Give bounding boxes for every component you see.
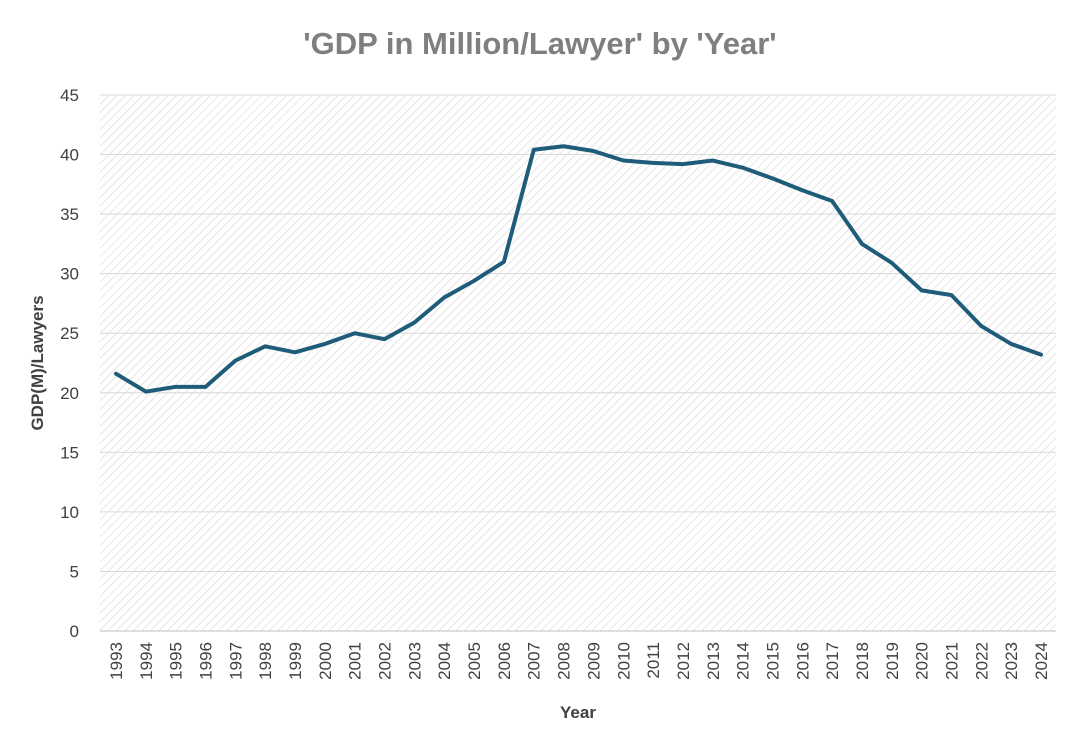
y-tick-label: 30 (60, 265, 79, 284)
x-tick-label: 1997 (226, 642, 245, 680)
data-point-2022 (979, 324, 983, 328)
x-tick-label: 2009 (584, 642, 603, 680)
x-tick-label: 2005 (465, 642, 484, 680)
x-tick-label: 2017 (823, 642, 842, 680)
x-tick-label: 2002 (376, 642, 395, 680)
data-point-1994 (144, 390, 148, 394)
y-tick-label: 20 (60, 384, 79, 403)
data-point-2002 (383, 337, 387, 341)
data-point-2020 (920, 288, 924, 292)
x-tick-label: 2007 (525, 642, 544, 680)
x-tick-label: 2004 (435, 642, 454, 680)
data-point-2008 (562, 144, 566, 148)
x-tick-label: 2012 (674, 642, 693, 680)
series-line-gdp-per-lawyer (114, 144, 1043, 394)
data-point-2021 (949, 293, 953, 297)
data-point-2012 (681, 162, 685, 166)
data-point-2000 (323, 342, 327, 346)
y-tick-label: 15 (60, 443, 79, 462)
data-point-1995 (174, 385, 178, 389)
data-point-2014 (741, 166, 745, 170)
x-tick-label: 1998 (256, 642, 275, 680)
data-point-2018 (860, 242, 864, 246)
x-axis-title: Year (560, 703, 596, 722)
y-tick-label: 35 (60, 205, 79, 224)
x-tick-label: 2003 (405, 642, 424, 680)
x-tick-label: 2000 (316, 642, 335, 680)
data-point-2023 (1009, 342, 1013, 346)
data-point-1997 (233, 359, 237, 363)
data-point-2001 (353, 331, 357, 335)
data-point-2010 (621, 159, 625, 163)
data-point-2009 (591, 149, 595, 153)
data-point-2017 (830, 199, 834, 203)
x-tick-label: 2001 (346, 642, 365, 680)
x-tick-label: 2008 (555, 642, 574, 680)
data-point-2024 (1039, 353, 1043, 357)
y-tick-label: 25 (60, 324, 79, 343)
x-tick-label: 2018 (853, 642, 872, 680)
data-point-2016 (800, 188, 804, 192)
data-point-2011 (651, 161, 655, 165)
y-tick-label: 5 (70, 562, 79, 581)
gridlines (100, 94, 1056, 572)
x-tick-label: 2020 (913, 642, 932, 680)
x-tick-label: 2024 (1032, 642, 1051, 680)
y-tick-label: 40 (60, 146, 79, 165)
x-tick-label: 2006 (495, 642, 514, 680)
y-tick-label: 45 (60, 86, 79, 105)
data-point-2003 (412, 321, 416, 325)
x-tick-label: 1996 (197, 642, 216, 680)
x-tick-label: 2013 (704, 642, 723, 680)
data-point-1996 (204, 385, 208, 389)
data-point-2005 (472, 279, 476, 283)
x-tick-label: 2015 (763, 642, 782, 680)
x-axis-ticks: 1993 1994 1995 1996 1997 1998 1999 2000 2001 2002… (107, 642, 1051, 680)
data-point-1998 (263, 344, 267, 348)
chart-title: 'GDP in Million/Lawyer' by 'Year' (303, 26, 776, 61)
x-tick-label: 2010 (614, 642, 633, 680)
x-tick-label: 1994 (137, 642, 156, 680)
data-point-2013 (711, 159, 715, 163)
x-tick-label: 2019 (883, 642, 902, 680)
x-tick-label: 1999 (286, 642, 305, 680)
y-tick-label: 0 (70, 622, 79, 641)
x-tick-label: 2011 (644, 642, 663, 679)
y-tick-label: 10 (60, 503, 79, 522)
x-tick-label: 1993 (107, 642, 126, 680)
y-axis-ticks: 0 5 10 15 20 25 30 35 40 45 (60, 86, 79, 641)
x-tick-label: 2014 (734, 642, 753, 680)
x-tick-label: 1995 (167, 642, 186, 680)
x-tick-label: 2016 (793, 642, 812, 680)
series-group (114, 144, 1043, 394)
x-tick-label: 2023 (1002, 642, 1021, 680)
y-axis-title: GDP(M)/Lawyers (28, 295, 47, 430)
data-point-2019 (890, 261, 894, 265)
data-point-1999 (293, 350, 297, 354)
data-point-1993 (114, 372, 118, 376)
data-point-2015 (770, 176, 774, 180)
x-tick-label: 2022 (972, 642, 991, 680)
data-point-2006 (502, 260, 506, 264)
plot-area (100, 95, 1056, 631)
x-tick-label: 2021 (942, 642, 961, 680)
data-point-2004 (442, 295, 446, 299)
data-point-2007 (532, 148, 536, 152)
